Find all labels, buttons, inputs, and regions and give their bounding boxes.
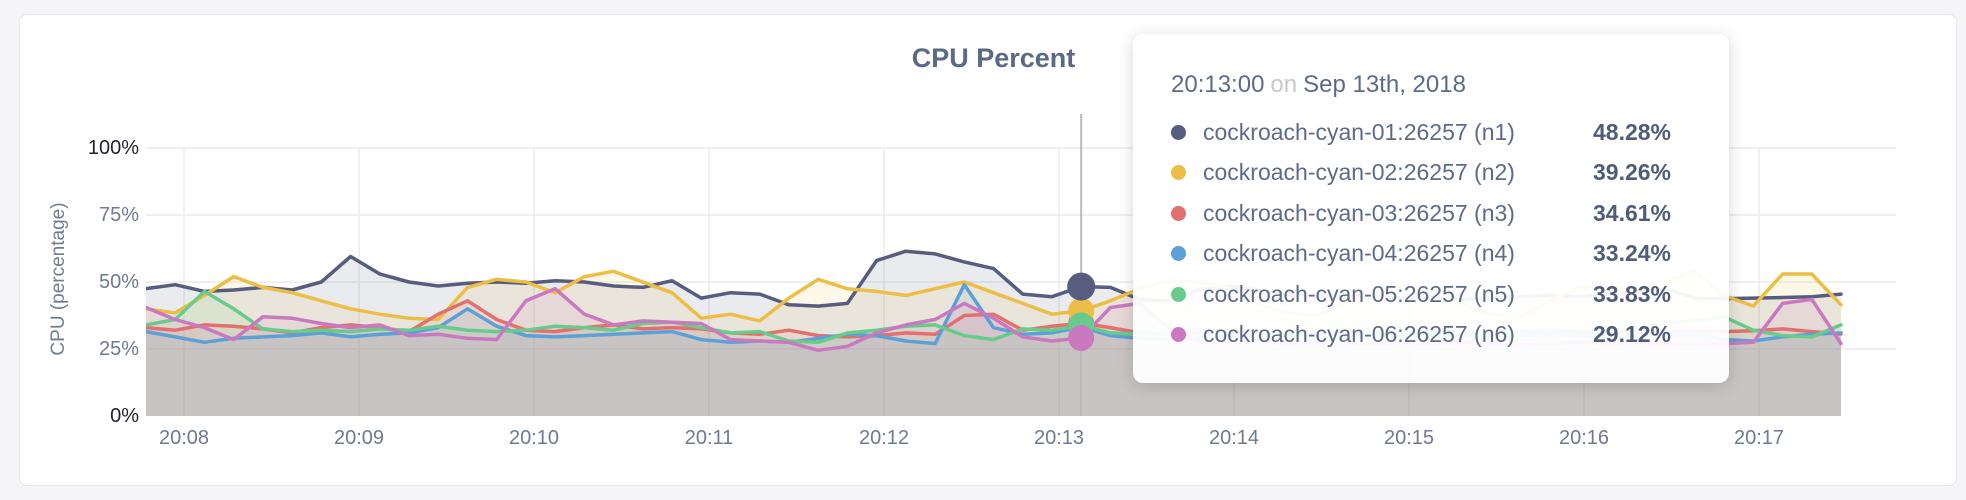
tooltip-series-value: 33.24% xyxy=(1592,240,1671,267)
x-tick-label: 20:14 xyxy=(1208,427,1260,449)
x-tick-label: 20:17 xyxy=(1733,427,1785,449)
tooltip-row: cockroach-cyan-02:26257 (n2) 39.26% xyxy=(1171,153,1671,194)
x-tick-label: 20:11 xyxy=(684,427,734,449)
tooltip-row: cockroach-cyan-05:26257 (n5) 33.83% xyxy=(1171,274,1671,315)
hover-dot-n6 xyxy=(1068,324,1095,351)
series-area-n6 xyxy=(146,288,1841,416)
series-area-n5 xyxy=(146,291,1841,416)
series-area-n3 xyxy=(146,300,1841,416)
tooltip-header: 20:13:00 on Sep 13th, 2018 xyxy=(1171,70,1671,100)
y-tick-label: 50% xyxy=(98,271,139,293)
legend-dot-icon xyxy=(1171,124,1186,140)
y-tick-label: 75% xyxy=(98,204,139,226)
chart-tooltip: 20:13:00 on Sep 13th, 2018 cockroach-cyan-… xyxy=(1133,34,1729,383)
x-tick-label: 20:15 xyxy=(1383,427,1435,449)
legend-dot-icon xyxy=(1171,246,1186,262)
tooltip-series-name: cockroach-cyan-06:26257 (n6) xyxy=(1203,321,1515,348)
tooltip-time: 20:13:00 xyxy=(1171,71,1265,98)
cpu-percent-chart-card: CPU Percent CPU (percentage) 100% 75% 50% 2… xyxy=(19,14,1957,486)
legend-dot-icon xyxy=(1171,205,1186,221)
chart-title: CPU Percent xyxy=(911,43,1076,73)
tooltip-date: Sep 13th, 2018 xyxy=(1303,71,1466,98)
tooltip-series-value: 39.26% xyxy=(1592,159,1671,186)
hover-dot-n1 xyxy=(1067,272,1096,301)
x-tick-label: 20:12 xyxy=(858,427,910,449)
y-axis-ticks: 100% 75% 50% 25% 0% xyxy=(40,15,139,485)
series-area-n4 xyxy=(146,284,1841,416)
x-tick-label: 20:16 xyxy=(1558,427,1610,449)
tooltip-series-value: 34.61% xyxy=(1592,199,1671,226)
tooltip-series-name: cockroach-cyan-04:26257 (n4) xyxy=(1203,240,1515,267)
x-tick-label: 20:10 xyxy=(508,427,560,449)
tooltip-row: cockroach-cyan-04:26257 (n4) 33.24% xyxy=(1171,234,1671,275)
tooltip-row: cockroach-cyan-01:26257 (n1) 48.28% xyxy=(1171,112,1671,153)
tooltip-conjunction: on xyxy=(1270,71,1298,98)
tooltip-series-value: 29.12% xyxy=(1592,321,1671,348)
tooltip-rows: cockroach-cyan-01:26257 (n1) 48.28% cockro… xyxy=(1171,112,1671,355)
x-tick-label: 20:08 xyxy=(158,427,210,449)
tooltip-series-value: 48.28% xyxy=(1592,118,1671,145)
y-tick-label: 100% xyxy=(87,137,139,159)
legend-dot-icon xyxy=(1171,327,1186,343)
tooltip-series-value: 33.83% xyxy=(1592,280,1671,307)
tooltip-series-name: cockroach-cyan-05:26257 (n5) xyxy=(1203,280,1515,307)
legend-dot-icon xyxy=(1171,286,1186,302)
tooltip-row: cockroach-cyan-06:26257 (n6) 29.12% xyxy=(1171,315,1671,356)
legend-dot-icon xyxy=(1171,165,1186,181)
y-tick-label: 25% xyxy=(98,338,139,360)
x-tick-label: 20:09 xyxy=(333,427,385,449)
y-tick-label: 0% xyxy=(110,405,139,427)
tooltip-row: cockroach-cyan-03:26257 (n3) 34.61% xyxy=(1171,193,1671,234)
x-axis-ticks: 20:08 20:09 20:10 20:11 20:12 20:13 20:14 20:15… xyxy=(20,15,1956,485)
tooltip-series-name: cockroach-cyan-02:26257 (n2) xyxy=(1203,159,1515,186)
x-tick-label: 20:13 xyxy=(1033,427,1085,449)
tooltip-series-name: cockroach-cyan-01:26257 (n1) xyxy=(1203,118,1515,145)
tooltip-series-name: cockroach-cyan-03:26257 (n3) xyxy=(1203,199,1515,226)
